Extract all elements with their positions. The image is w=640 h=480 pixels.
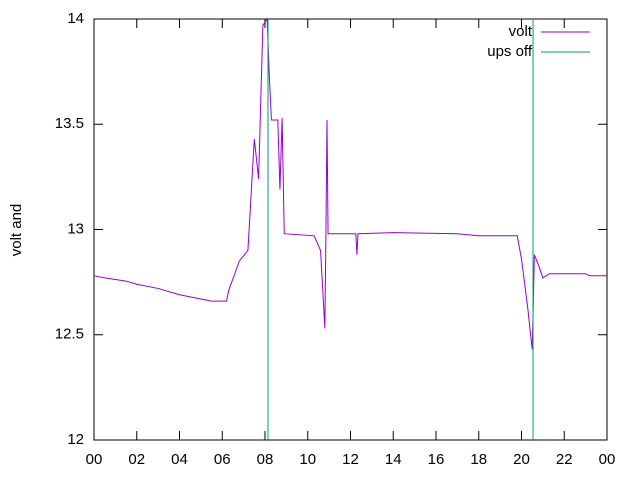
y-axis-label: volt and (8, 204, 25, 257)
y-tick-label: 14 (67, 10, 84, 27)
plot-border (93, 18, 608, 441)
x-tick-label: 20 (513, 451, 530, 468)
x-tick-label: 06 (214, 451, 231, 468)
x-tick-label: 18 (470, 451, 487, 468)
y-tick-label: 13.5 (55, 115, 84, 132)
series-line (267, 19, 534, 440)
y-tick-label: 12 (67, 431, 84, 448)
legend-label: ups off (487, 43, 533, 60)
x-tick-label: 02 (128, 451, 145, 468)
x-tick-label: 08 (257, 451, 274, 468)
x-tick-label: 10 (299, 451, 316, 468)
x-tick-label: 00 (86, 451, 103, 468)
y-tick-label: 12.5 (55, 326, 84, 343)
x-tick-label: 22 (556, 451, 573, 468)
legend-label: volt (509, 23, 533, 40)
x-tick-label: 00 (599, 451, 616, 468)
y-tick-label: 13 (67, 220, 84, 237)
x-tick-label: 16 (428, 451, 445, 468)
series-line (93, 17, 607, 350)
x-tick-label: 12 (342, 451, 359, 468)
x-tick-label: 04 (171, 451, 188, 468)
x-tick-label: 14 (385, 451, 402, 468)
